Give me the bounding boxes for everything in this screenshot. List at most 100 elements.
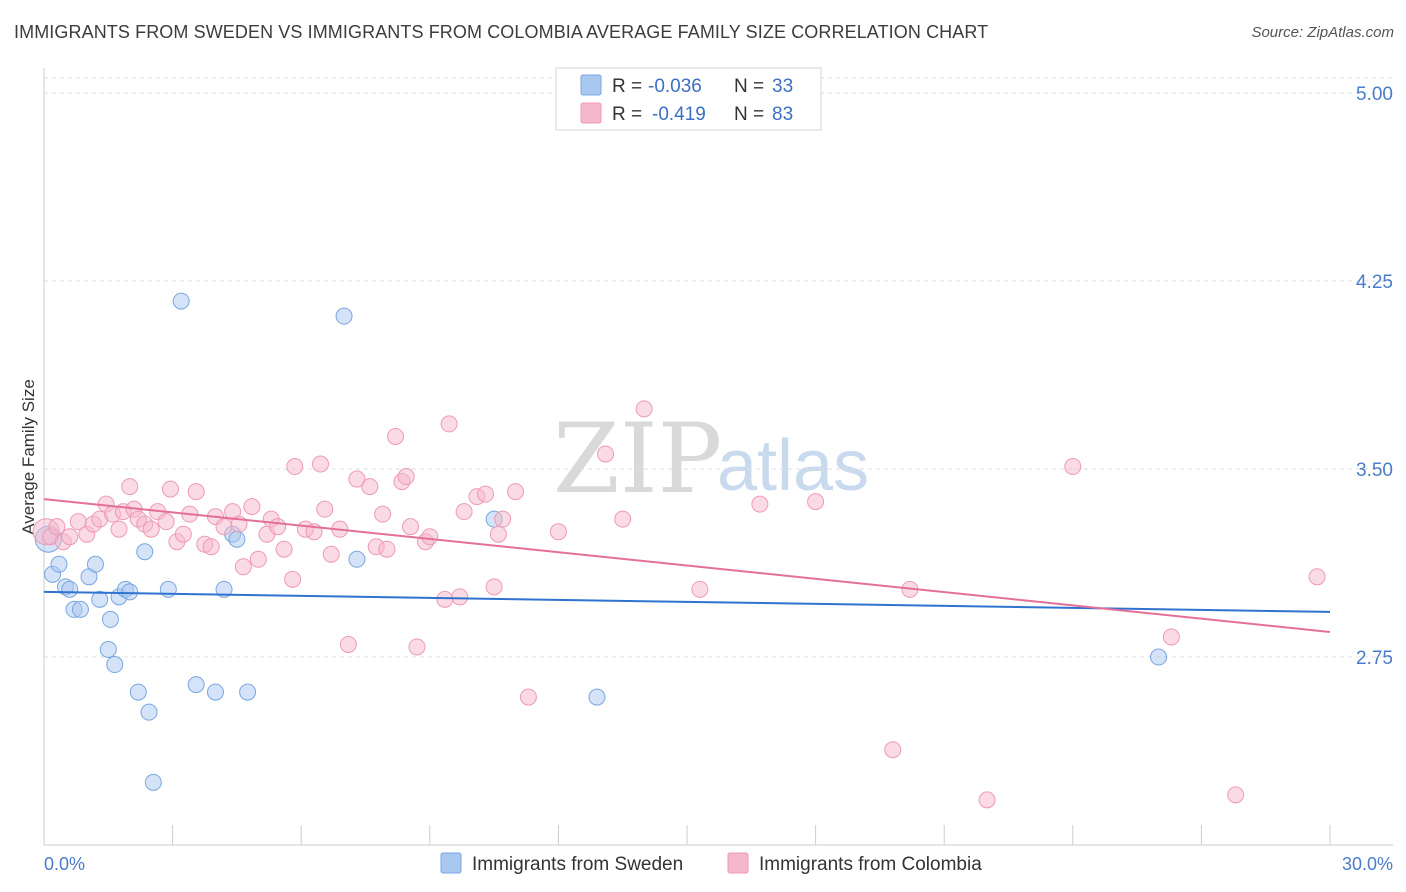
legend-r-label-sweden: R = (612, 76, 642, 97)
colombia-point (269, 518, 287, 536)
colombia-point (519, 688, 537, 706)
sweden-point (335, 307, 353, 325)
colombia-point (691, 580, 709, 598)
sweden-point (136, 543, 154, 561)
colombia-point (635, 400, 653, 418)
trend-lines (43, 498, 1331, 633)
sweden-point (187, 676, 205, 694)
colombia-point (1162, 628, 1180, 646)
trend-line-sweden (43, 590, 1331, 613)
colombia-point (1227, 786, 1245, 804)
colombia-point (157, 513, 175, 531)
legend-swatch-colombia (580, 102, 602, 124)
colombia-point (215, 518, 233, 536)
colombia-point (374, 505, 392, 523)
y-tick-label: 4.25 (1356, 272, 1393, 293)
colombia-point (387, 427, 405, 445)
sweden-point (86, 555, 104, 573)
y-axis-label: Average Family Size (19, 379, 38, 535)
colombia-point (1308, 568, 1326, 586)
legend-r-label-colombia: R = (612, 104, 642, 125)
y-tick-label: 5.00 (1356, 84, 1393, 105)
colombia-point (1064, 458, 1082, 476)
colombia-point (202, 538, 220, 556)
colombia-point (421, 528, 439, 546)
colombia-point (286, 458, 304, 476)
colombia-point (402, 518, 420, 536)
colombia-point (243, 498, 261, 516)
bottom-legend: Immigrants from Sweden Immigrants from C… (440, 852, 982, 875)
colombia-point (322, 545, 340, 563)
colombia-point (142, 520, 160, 538)
series-sweden-points (34, 292, 1168, 791)
y-tick-label: 3.50 (1356, 460, 1393, 481)
colombia-point (485, 578, 503, 596)
colombia-point (507, 483, 525, 501)
colombia-point (451, 588, 469, 606)
y-tick-label: 2.75 (1356, 648, 1393, 669)
x-tick-label-max: 30.0% (1342, 854, 1393, 874)
sweden-point (588, 688, 606, 706)
sweden-point (1150, 648, 1168, 666)
sweden-point (61, 580, 79, 598)
legend-swatch-sweden (580, 74, 602, 96)
colombia-point (48, 518, 66, 536)
legend-n-value-sweden: 33 (772, 76, 793, 97)
sweden-point (50, 555, 68, 573)
colombia-point (174, 525, 192, 543)
watermark-zip: ZIP (553, 403, 722, 515)
bottom-legend-swatch-colombia (727, 852, 749, 874)
x-tick-marks (43, 825, 1331, 845)
colombia-point (378, 540, 396, 558)
colombia-point (884, 741, 902, 759)
bottom-legend-label-sweden: Immigrants from Sweden (472, 854, 683, 875)
sweden-point (239, 683, 257, 701)
legend-n-label-colombia: N = (734, 104, 764, 125)
chart-title: IMMIGRANTS FROM SWEDEN VS IMMIGRANTS FRO… (14, 22, 989, 42)
colombia-point (348, 470, 366, 488)
x-tick-label-min: 0.0% (44, 854, 85, 874)
colombia-point (397, 468, 415, 486)
legend-box: R = -0.036 N = 33 R = -0.419 N = 83 (555, 67, 822, 131)
sweden-point (71, 600, 89, 618)
legend-r-value-colombia: -0.419 (652, 104, 706, 125)
colombia-point (121, 478, 139, 496)
colombia-point (234, 558, 252, 576)
colombia-point (489, 525, 507, 543)
trend-line-colombia (43, 498, 1331, 633)
sweden-point (140, 703, 158, 721)
sweden-point (172, 292, 190, 310)
sweden-point (206, 683, 224, 701)
colombia-point (284, 570, 302, 588)
colombia-point (110, 520, 128, 538)
colombia-point (455, 503, 473, 521)
colombia-point (249, 550, 267, 568)
colombia-point (316, 500, 334, 518)
colombia-point (807, 493, 825, 511)
colombia-point (751, 495, 769, 513)
colombia-point (161, 480, 179, 498)
colombia-point (408, 638, 426, 656)
sweden-point (159, 580, 177, 598)
sweden-point (99, 640, 117, 658)
colombia-point (614, 510, 632, 528)
legend-n-value-colombia: 83 (772, 104, 793, 125)
sweden-point (144, 773, 162, 791)
sweden-point (215, 580, 233, 598)
bottom-legend-swatch-sweden (440, 852, 462, 874)
y-tick-labels: 2.75 3.50 4.25 5.00 (1356, 84, 1393, 669)
colombia-point (494, 510, 512, 528)
sweden-point (129, 683, 147, 701)
legend-r-value-sweden: -0.036 (648, 76, 702, 97)
sweden-point (348, 550, 366, 568)
sweden-point (228, 530, 246, 548)
colombia-point (477, 485, 495, 503)
colombia-point (275, 540, 293, 558)
bottom-legend-label-colombia: Immigrants from Colombia (759, 854, 982, 875)
source-credit: Source: ZipAtlas.com (1251, 24, 1394, 41)
sweden-point (106, 656, 124, 674)
colombia-point (440, 415, 458, 433)
colombia-point (339, 635, 357, 653)
colombia-point (436, 590, 454, 608)
